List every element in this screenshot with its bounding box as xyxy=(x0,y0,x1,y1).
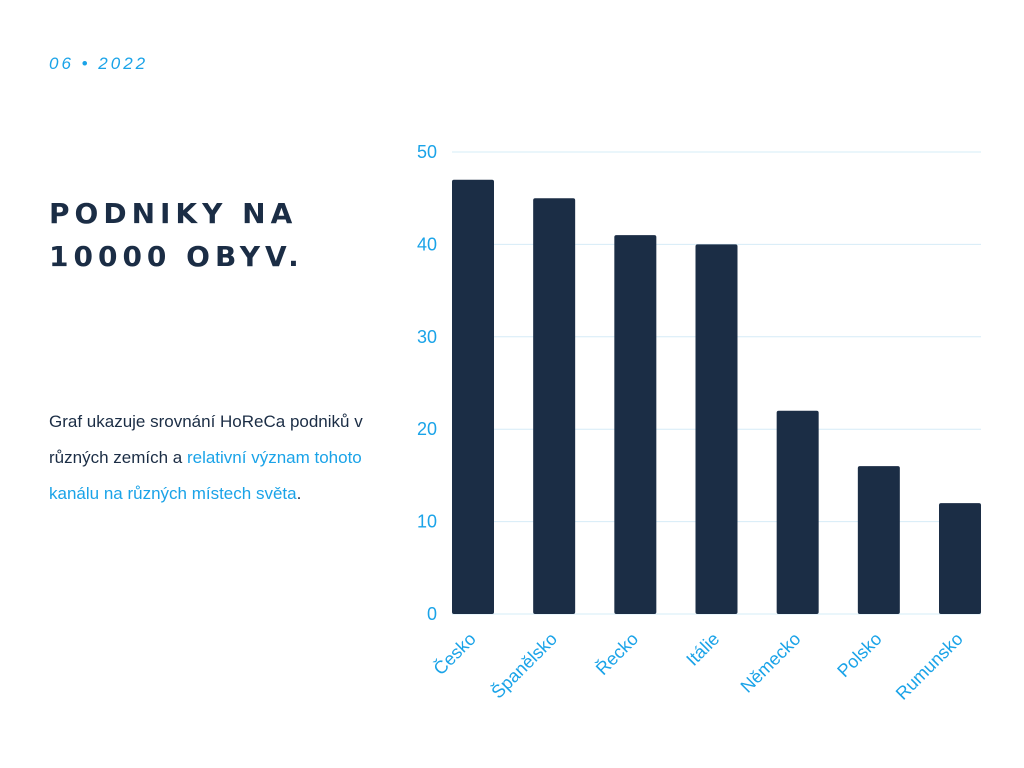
y-tick-layer: 0 10 20 30 40 50 xyxy=(417,142,437,624)
date-label: 06 • 2022 xyxy=(49,54,149,73)
x-tick-layer: Česko Španělsko Řecko Itálie Německo Polsko Ru… xyxy=(429,628,967,704)
bar xyxy=(857,466,900,614)
y-tick-label: 50 xyxy=(417,142,437,162)
x-tick-label: Polsko xyxy=(833,629,885,681)
y-tick-label: 0 xyxy=(427,604,437,624)
bar xyxy=(452,179,494,614)
chart-title: PODNIKY NA 10000 OBYV. xyxy=(49,192,369,278)
y-tick-label: 30 xyxy=(417,327,437,347)
bar xyxy=(776,410,819,614)
x-tick-label: Španělsko xyxy=(487,628,561,702)
description: Graf ukazuje srovnání HoReCa podniků v r… xyxy=(49,404,379,512)
bar xyxy=(939,503,981,614)
x-tick-label: Itálie xyxy=(682,629,723,670)
title-line-2: 10000 OBYV. xyxy=(49,240,304,273)
y-tick-label: 20 xyxy=(417,419,437,439)
description-highlight: relativní význam tohoto kanálu na různýc… xyxy=(49,448,362,503)
y-tick-label: 40 xyxy=(417,234,437,254)
x-tick-label: Česko xyxy=(429,628,480,679)
bar-layer xyxy=(452,179,981,614)
y-tick-label: 10 xyxy=(417,512,437,532)
x-tick-label: Rumunsko xyxy=(892,629,967,704)
bar xyxy=(533,198,576,614)
title-line-1: PODNIKY NA xyxy=(49,197,298,230)
bar xyxy=(695,244,738,614)
x-tick-label: Německo xyxy=(737,629,805,697)
description-end: . xyxy=(296,484,302,503)
description-text: Graf ukazuje srovnání HoReCa podniků v r… xyxy=(49,412,363,467)
bar xyxy=(614,235,657,614)
x-tick-label: Řecko xyxy=(592,629,642,679)
